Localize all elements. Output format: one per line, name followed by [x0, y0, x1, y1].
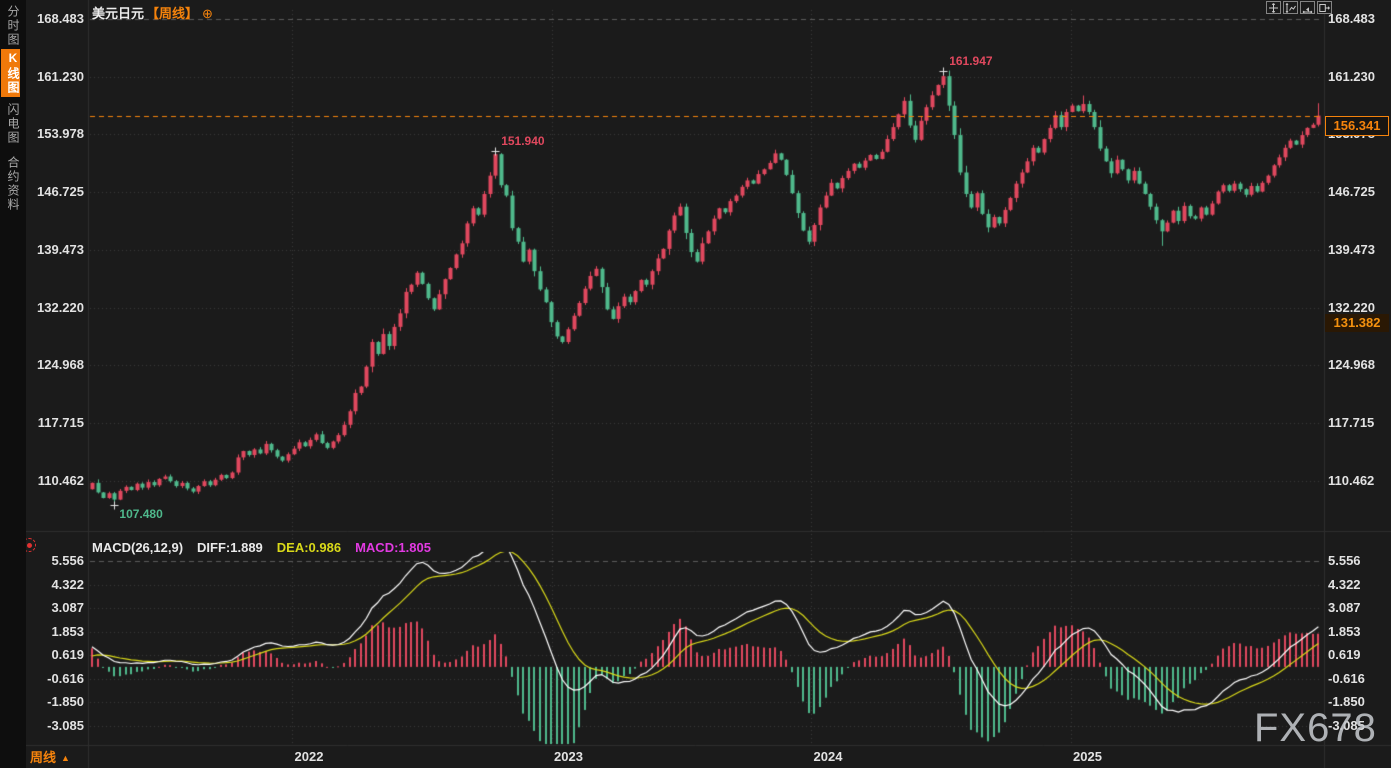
macd-tick-left-4: 0.619	[51, 647, 84, 663]
macd-diff-value: DIFF:1.889	[197, 540, 263, 555]
macd-tick-right-4: 0.619	[1328, 647, 1361, 663]
price-tick-right-3: 146.725	[1328, 184, 1375, 200]
macd-tick-right-7: -3.085	[1328, 717, 1365, 733]
time-tick-2025: 2025	[1073, 749, 1102, 764]
macd-tick-left-5: -0.616	[47, 670, 84, 686]
price-tick-right-1: 161.230	[1328, 68, 1375, 84]
extreme-price-label-1: 161.947	[949, 54, 993, 69]
settlement-price-badge: 131.382	[1325, 314, 1389, 332]
macd-dea-value: DEA:0.986	[276, 540, 342, 555]
sidebar-tab-0[interactable]: 分时图	[6, 5, 20, 47]
macd-tick-right-2: 3.087	[1328, 600, 1361, 616]
price-tick-left-7: 117.715	[37, 415, 84, 431]
macd-macd-value: MACD:1.805	[355, 540, 431, 555]
crosshair-move-icon[interactable]	[1266, 1, 1281, 14]
price-tick-left-2: 153.978	[37, 126, 84, 142]
period-selector-button[interactable]: 周线 ▲	[30, 747, 70, 766]
chart-toolbar	[1266, 1, 1332, 14]
period-selector-label: 周线	[30, 750, 57, 765]
fit-price-axis-icon[interactable]	[1283, 1, 1298, 14]
macd-tick-left-1: 4.322	[51, 576, 84, 592]
sidebar-tab-1[interactable]: K线图	[1, 49, 20, 97]
price-tick-right-8: 110.462	[1328, 472, 1375, 488]
chart-type-sidebar: 分时图 K线图闪电图合约资料	[0, 0, 26, 768]
macd-tick-right-6: -1.850	[1328, 694, 1365, 710]
price-tick-left-5: 132.220	[37, 299, 84, 315]
macd-tick-right-3: 1.853	[1328, 623, 1361, 639]
time-tick-2023: 2023	[554, 749, 583, 764]
chevron-up-icon: ▲	[61, 753, 70, 763]
last-price-badge: 156.341	[1325, 116, 1389, 136]
price-tick-left-6: 124.968	[37, 357, 84, 373]
macd-tick-right-1: 4.322	[1328, 576, 1361, 592]
sidebar-tab-3[interactable]: 合约资料	[6, 156, 20, 212]
price-tick-right-4: 139.473	[1328, 241, 1375, 257]
price-tick-left-3: 146.725	[37, 184, 84, 200]
price-tick-right-0: 168.483	[1328, 11, 1375, 26]
price-tick-right-7: 117.715	[1328, 415, 1375, 431]
symbol-name: 美元日元	[92, 6, 145, 21]
macd-tick-left-2: 3.087	[51, 600, 84, 616]
price-tick-right-5: 132.220	[1328, 299, 1375, 315]
period-tag: 【周线】	[146, 6, 199, 21]
price-tick-right-6: 124.968	[1328, 357, 1375, 373]
add-indicator-icon[interactable]: ⊕	[202, 6, 213, 21]
macd-tick-left-0: 5.556	[51, 553, 84, 569]
pan-to-latest-icon[interactable]	[1317, 1, 1332, 14]
price-tick-left-1: 161.230	[37, 68, 84, 84]
chart-title: 美元日元 【周线】 ⊕	[92, 3, 213, 22]
time-tick-2024: 2024	[813, 749, 843, 764]
macd-params-label: MACD(26,12,9)	[92, 540, 184, 555]
sidebar-tab-2[interactable]: 闪电图	[6, 103, 20, 145]
macd-indicator-header: MACD(26,12,9) DIFF:1.889 DEA:0.986 MACD:1.8…	[92, 540, 445, 555]
extreme-price-label-0: 151.940	[501, 133, 545, 148]
price-tick-left-8: 110.462	[37, 472, 84, 488]
macd-tick-left-6: -1.850	[47, 694, 84, 710]
watermark: FX678	[1254, 706, 1377, 750]
price-tick-left-4: 139.473	[37, 241, 84, 257]
time-tick-2022: 2022	[294, 749, 324, 764]
macd-tick-right-0: 5.556	[1328, 553, 1361, 569]
price-tick-left-0: 168.483	[37, 11, 84, 26]
macd-tick-right-5: -0.616	[1328, 670, 1365, 686]
macd-tick-left-3: 1.853	[51, 623, 84, 639]
extreme-price-label-2: 107.480	[119, 506, 163, 521]
fit-time-axis-icon[interactable]	[1300, 1, 1315, 14]
macd-tick-left-7: -3.085	[47, 717, 84, 733]
